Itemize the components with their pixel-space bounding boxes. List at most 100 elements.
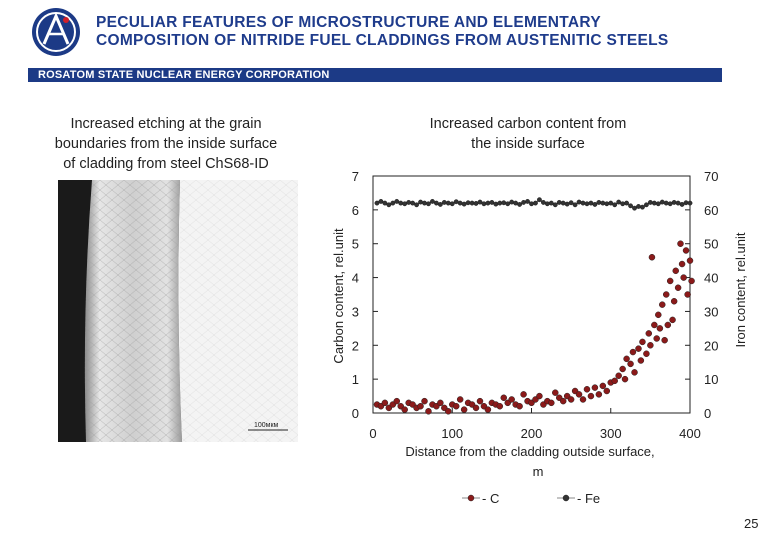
fe-point: [477, 199, 483, 205]
fe-point: [620, 201, 626, 207]
c-point: [678, 260, 686, 268]
fe-point: [576, 199, 582, 205]
micrograph-caption-line-3: of cladding from steel ChS68-ID: [63, 156, 269, 172]
c-point: [688, 277, 695, 285]
fe-point: [430, 198, 435, 204]
chart-caption: Increased carbon content from the inside…: [380, 114, 676, 154]
c-point: [664, 321, 672, 329]
fe-point: [647, 200, 653, 205]
c-point: [680, 274, 687, 281]
fe-point: [612, 202, 618, 208]
c-point: [635, 345, 642, 352]
title-line-2: COMPOSITION OF NITRIDE FUEL CLADDINGS FR…: [96, 32, 669, 49]
micrograph-image: 100мкм: [58, 180, 298, 442]
y-left-tick-label: 2: [352, 338, 359, 353]
y-right-tick-label: 70: [704, 169, 718, 184]
fe-point: [378, 198, 384, 204]
c-point: [647, 342, 654, 349]
micrograph-caption-line-2: boundaries from the inside surface: [54, 136, 278, 152]
fe-point: [382, 200, 388, 206]
fe-point: [513, 200, 519, 206]
fe-point: [624, 200, 629, 206]
c-point: [615, 372, 622, 380]
fe-point: [497, 200, 503, 206]
fe-point: [636, 204, 641, 209]
fe-point: [437, 202, 443, 207]
fe-point: [616, 199, 622, 205]
plot-area: [372, 175, 691, 414]
x-tick-label: 100: [441, 426, 463, 441]
c-point: [672, 267, 679, 275]
x-tick-label: 0: [369, 426, 376, 441]
fe-point: [461, 201, 467, 207]
fe-point: [449, 201, 455, 207]
y-right-tick-label: 60: [704, 203, 718, 218]
x-tick-label: 400: [679, 426, 701, 441]
c-point: [381, 399, 389, 407]
fe-point: [406, 200, 412, 205]
fe-point: [469, 200, 475, 206]
y-left-tick-label: 4: [352, 271, 359, 286]
legend-c-marker: [467, 494, 475, 502]
fe-point: [632, 205, 637, 211]
fe-point: [529, 201, 534, 207]
y-right-tick-label: 50: [704, 237, 718, 252]
fe-point: [505, 201, 511, 207]
c-point: [669, 316, 676, 324]
fe-point: [501, 200, 507, 206]
c-point: [456, 396, 464, 403]
c-point: [393, 397, 401, 405]
fe-point: [600, 200, 606, 206]
c-point: [425, 408, 432, 415]
fe-point: [584, 201, 590, 207]
micrograph-caption: Increased etching at the grain boundarie…: [20, 114, 312, 174]
chart-caption-line-2: the inside surface: [471, 136, 585, 152]
fe-point: [493, 201, 499, 207]
y-left-tick-label: 3: [352, 304, 359, 319]
fe-point: [667, 201, 673, 207]
legend-fe-marker: [562, 494, 570, 502]
c-point: [611, 377, 618, 385]
c-point: [656, 325, 664, 332]
y-right-tick-label: 0: [704, 406, 711, 421]
fe-point: [556, 200, 562, 205]
y-left-tick-label: 7: [352, 169, 359, 184]
y-right-tick-label: 40: [704, 271, 718, 286]
fe-point: [414, 202, 419, 208]
c-point: [682, 247, 690, 254]
c-point: [661, 336, 668, 344]
fe-point: [655, 201, 661, 207]
c-point: [583, 386, 591, 393]
fe-point: [402, 201, 408, 207]
c-point: [559, 397, 567, 405]
c-point: [500, 394, 508, 402]
c-point: [629, 348, 637, 356]
c-point: [421, 397, 428, 405]
y-left-tick-label: 1: [352, 372, 359, 387]
c-point: [637, 357, 645, 364]
c-point: [508, 396, 515, 403]
fe-point: [521, 200, 526, 205]
fe-point: [517, 202, 523, 207]
c-point: [552, 389, 559, 396]
fe-point: [679, 202, 685, 207]
fe-point: [604, 201, 610, 207]
c-point: [603, 387, 611, 395]
fe-point: [422, 200, 427, 206]
fe-point: [489, 200, 495, 205]
c-point: [476, 397, 484, 405]
fe-point: [683, 200, 689, 206]
c-point: [496, 402, 504, 410]
c-point: [619, 365, 626, 373]
c-point: [567, 396, 575, 403]
x-tick-label: 200: [521, 426, 543, 441]
c-point: [648, 254, 656, 261]
page-title: PECULIAR FEATURES OF MICROSTRUCTURE AND …: [96, 14, 766, 50]
c-point: [484, 406, 492, 413]
c-point: [627, 360, 634, 368]
c-point: [536, 392, 543, 400]
c-point: [587, 392, 595, 400]
c-point: [645, 330, 653, 337]
c-point: [684, 291, 691, 298]
y-left-tick-label: 6: [352, 203, 359, 218]
